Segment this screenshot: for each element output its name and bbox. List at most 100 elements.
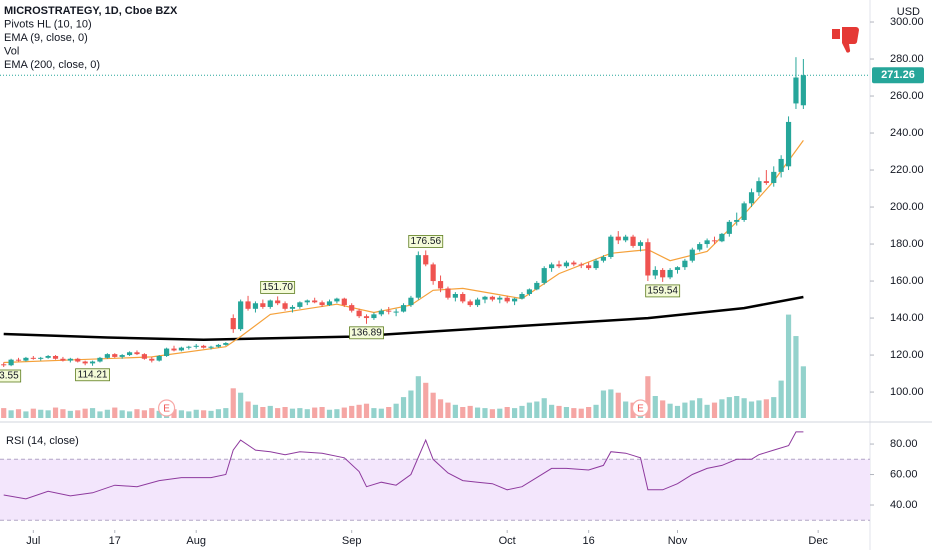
candle-body [586,265,592,269]
candle-body [445,288,451,298]
candle-body [756,181,762,193]
volume-bar [334,409,340,418]
candle-body [652,269,658,276]
candle-body [549,264,555,269]
volume-bar [8,410,14,418]
volume-bar [623,401,629,418]
volume-bar [149,408,155,418]
volume-bar [526,402,532,418]
y-tick-label: 260.00 [890,90,924,102]
volume-bar [600,390,607,418]
legend-entry: Pivots HL (10, 10) [4,18,92,30]
candle-body [674,267,681,270]
candle-body [623,236,629,241]
thumbs-down-icon[interactable] [832,27,859,53]
volume-bar [660,400,666,418]
volume-bar [126,411,133,418]
icon-cuff [832,29,840,39]
volume-bar [586,407,592,418]
volume-bar [452,404,458,418]
volume-bar [667,403,673,418]
x-tick-label: Dec [808,535,828,547]
candle-body [593,260,599,269]
y-tick-label: 240.00 [890,127,924,139]
legend-entry: EMA (9, close, 0) [4,32,88,44]
volume-bar [267,405,273,418]
volume-bar [593,404,599,418]
candle-body [437,281,444,289]
candle-body [252,303,259,309]
y-tick-label: 140.00 [890,312,924,324]
pivot-label: 113.55 [0,371,19,382]
volume-bar [97,411,103,418]
candle-body [156,355,162,361]
candle-body [630,236,636,246]
volume-bar [726,397,732,418]
y-tick-label: 120.00 [890,349,924,361]
earnings-label: E [163,404,170,415]
volume-bar [719,399,725,418]
volume-bar [363,403,370,418]
candle-body [282,303,288,309]
volume-bar [778,380,784,418]
volume-bar [489,409,495,418]
y-tick-label: 200.00 [890,201,924,213]
candle-body [608,236,614,257]
volume-bar [178,410,184,418]
pivot-label: 136.89 [351,327,382,338]
x-tick-label: 16 [583,535,595,547]
volume-bar [497,408,503,418]
volume-bar [519,405,525,418]
candle-body [704,240,710,245]
candle-body [52,355,59,359]
candle-body [800,75,806,106]
x-tick-label: Sep [342,535,362,547]
volume-bar [615,392,621,418]
candle-body [785,121,792,167]
volume-bar [208,410,214,418]
x-tick-label: 17 [109,535,121,547]
candle-body [556,264,562,267]
volume-bar [119,410,125,418]
candle-body [460,294,466,302]
volume-bar [15,409,22,418]
earnings-marker [157,399,176,417]
volume-bar [201,410,207,418]
rsi-tick-label: 40.00 [890,499,918,511]
volume-bar [467,405,473,418]
volume-bar [689,400,695,418]
volume-bar [238,392,244,418]
candle-body [208,346,214,348]
legend-entry: EMA (200, close, 0) [4,59,100,71]
candle-body [682,260,688,268]
candle-body [497,297,503,300]
currency-label: USD [897,6,920,18]
volume-bar [415,376,421,418]
candle-body [512,298,518,302]
candle-body [230,318,236,330]
candle-body [60,358,66,361]
candle-body [89,361,96,364]
candle-body [467,301,473,306]
y-tick-label: 220.00 [890,164,924,176]
volume-bar [67,410,73,418]
volume-bar [512,408,518,418]
volume-bar [1,408,7,418]
volume-bar [800,366,806,418]
volume-bar [326,409,333,418]
volume-bar [549,404,555,418]
candle-body [571,262,577,265]
volume-bar [223,408,229,418]
candle-body [164,348,170,356]
volume-bar [23,411,29,418]
volume-bar [193,409,199,418]
volume-bar [104,409,110,418]
volume-bar [400,397,407,418]
volume-bar [704,404,710,418]
candle-body [356,310,362,317]
volume-bar [282,407,288,418]
candle-body [349,305,355,311]
volume-bar [156,410,162,418]
volume-bar [482,408,488,418]
